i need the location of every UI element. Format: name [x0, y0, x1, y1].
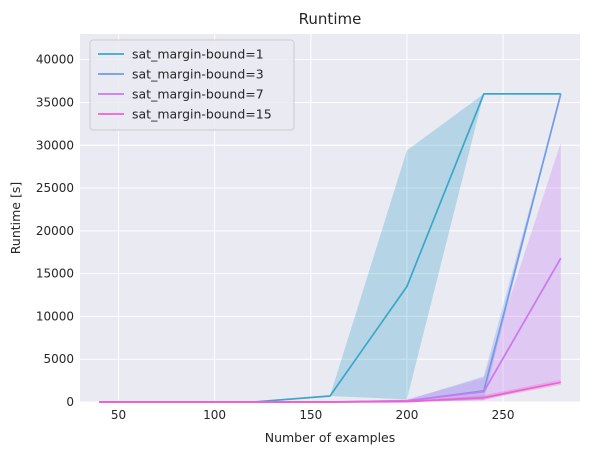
x-tick-label: 150 [299, 408, 322, 422]
legend-label: sat_margin-bound=15 [132, 107, 272, 122]
grid-lines [80, 34, 580, 403]
chart-title: Runtime [299, 10, 362, 28]
y-tick-label: 25000 [36, 181, 74, 195]
x-axis-label: Number of examples [265, 430, 396, 445]
y-axis-label: Runtime [s] [8, 182, 23, 254]
y-tick-label: 0 [66, 395, 74, 409]
legend-box [89, 39, 295, 131]
x-tick-label: 200 [395, 408, 418, 422]
x-tick-label: 50 [111, 408, 126, 422]
legend-label: sat_margin-bound=7 [132, 87, 264, 102]
legend: sat_margin-bound=1 sat_margin-bound=3 sat_… [89, 39, 295, 131]
y-tick-label: 40000 [36, 53, 74, 67]
series-2-band [99, 142, 561, 402]
y-tick-labels: 0 5000 10000 15000 20000 25000 30000 35000 40000 [36, 53, 74, 409]
legend-label: sat_margin-bound=1 [132, 47, 264, 62]
x-tick-labels: 50 100 150 200 250 [111, 408, 515, 422]
series-3-line [99, 381, 561, 403]
y-tick-label: 5000 [43, 352, 74, 366]
y-tick-label: 15000 [36, 267, 74, 281]
y-tick-label: 35000 [36, 95, 74, 109]
series-lines [99, 93, 562, 403]
y-tick-label: 30000 [36, 138, 74, 152]
y-tick-label: 10000 [36, 309, 74, 323]
confidence-bands [99, 93, 561, 403]
series-0-band [99, 93, 561, 403]
y-tick-label: 20000 [36, 224, 74, 238]
x-tick-label: 100 [203, 408, 226, 422]
legend-label: sat_margin-bound=3 [132, 67, 264, 82]
x-tick-label: 250 [492, 408, 515, 422]
